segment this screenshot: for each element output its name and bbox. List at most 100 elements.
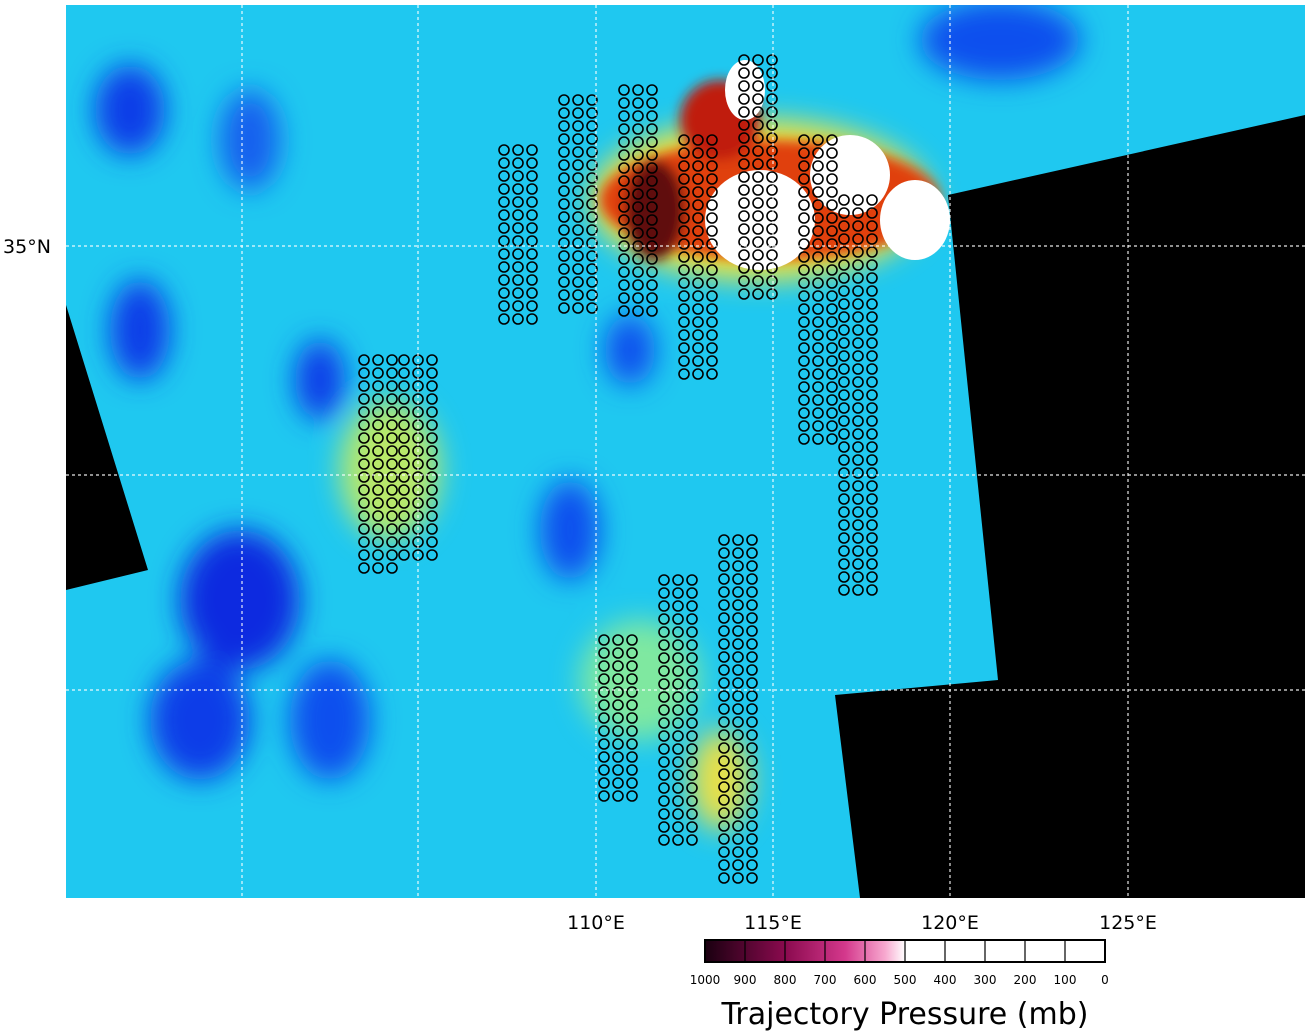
trajectory-point — [746, 599, 758, 611]
trajectory-point — [718, 872, 730, 884]
trajectory-point — [686, 574, 698, 586]
trajectory-point — [746, 755, 758, 767]
trajectory-point — [852, 506, 864, 518]
trajectory-point — [386, 367, 398, 379]
trajectory-point — [398, 406, 410, 418]
trajectory-point — [612, 647, 624, 659]
trajectory-point — [738, 80, 750, 92]
trajectory-point — [372, 562, 384, 574]
trajectory-point — [746, 586, 758, 598]
trajectory-point — [626, 764, 638, 776]
trajectory-point — [658, 652, 670, 664]
trajectory-point — [798, 212, 810, 224]
trajectory-point — [558, 120, 570, 132]
trajectory-point — [746, 651, 758, 663]
trajectory-point — [732, 651, 744, 663]
trajectory-point — [798, 134, 810, 146]
trajectory-points — [358, 54, 878, 884]
trajectory-point — [678, 316, 690, 328]
trajectory-point — [618, 188, 630, 200]
trajectory-point — [826, 355, 838, 367]
trajectory-point — [752, 93, 764, 105]
trajectory-point — [686, 626, 698, 638]
trajectory-point — [838, 506, 850, 518]
trajectory-point — [512, 261, 524, 273]
trajectory-point — [692, 277, 704, 289]
trajectory-point — [838, 467, 850, 479]
trajectory-point — [558, 146, 570, 158]
trajectory-point — [798, 186, 810, 198]
trajectory-point — [692, 134, 704, 146]
trajectory-point — [718, 846, 730, 858]
trajectory-point — [672, 704, 684, 716]
trajectory-point — [558, 302, 570, 314]
trajectory-point — [826, 329, 838, 341]
trajectory-point — [826, 264, 838, 276]
trajectory-point — [866, 506, 878, 518]
trajectory-point — [752, 262, 764, 274]
trajectory-point — [686, 639, 698, 651]
trajectory-point — [798, 303, 810, 315]
trajectory-point — [672, 834, 684, 846]
trajectory-point — [672, 665, 684, 677]
trajectory-point — [752, 158, 764, 170]
trajectory-point — [678, 199, 690, 211]
trajectory-point — [386, 549, 398, 561]
trajectory-point — [732, 742, 744, 754]
trajectory-point — [766, 145, 778, 157]
trajectory-point — [798, 199, 810, 211]
colorbar-tick-label: 1000 — [690, 973, 721, 987]
trajectory-point — [798, 238, 810, 250]
trajectory-point — [692, 186, 704, 198]
trajectory-point — [692, 316, 704, 328]
trajectory-point — [498, 248, 510, 260]
trajectory-point — [732, 716, 744, 728]
trajectory-point — [752, 210, 764, 222]
trajectory-point — [738, 236, 750, 248]
trajectory-point — [718, 573, 730, 585]
trajectory-point — [706, 264, 718, 276]
trajectory-point — [632, 136, 644, 148]
trajectory-point — [526, 261, 538, 273]
trajectory-point — [812, 238, 824, 250]
trajectory-point — [838, 324, 850, 336]
trajectory-point — [626, 738, 638, 750]
trajectory-point — [372, 549, 384, 561]
trajectory-point — [732, 781, 744, 793]
trajectory-point — [866, 441, 878, 453]
trajectory-point — [766, 236, 778, 248]
trajectory-point — [732, 599, 744, 611]
trajectory-point — [618, 214, 630, 226]
trajectory-point — [386, 497, 398, 509]
trajectory-point — [372, 367, 384, 379]
trajectory-point — [838, 545, 850, 557]
trajectory-point — [732, 547, 744, 559]
trajectory-point — [586, 159, 598, 171]
trajectory-point — [746, 872, 758, 884]
trajectory-point — [826, 420, 838, 432]
trajectory-point — [498, 157, 510, 169]
trajectory-point — [372, 458, 384, 470]
trajectory-point — [512, 157, 524, 169]
trajectory-point — [618, 227, 630, 239]
trajectory-point — [692, 342, 704, 354]
trajectory-point — [618, 279, 630, 291]
trajectory-point — [572, 289, 584, 301]
trajectory-point — [678, 368, 690, 380]
trajectory-point — [866, 311, 878, 323]
trajectory-point — [646, 292, 658, 304]
trajectory-point — [852, 363, 864, 375]
trajectory-point — [586, 237, 598, 249]
trajectory-point — [866, 493, 878, 505]
trajectory-point — [866, 259, 878, 271]
trajectory-point — [706, 355, 718, 367]
lat-label: 35°N — [3, 236, 51, 258]
trajectory-point — [746, 690, 758, 702]
colorbar-tick-label: 700 — [814, 973, 837, 987]
trajectory-point — [686, 717, 698, 729]
trajectory-point — [498, 170, 510, 182]
trajectory-point — [572, 185, 584, 197]
trajectory-point — [558, 107, 570, 119]
trajectory-point — [598, 647, 610, 659]
trajectory-point — [358, 562, 370, 574]
